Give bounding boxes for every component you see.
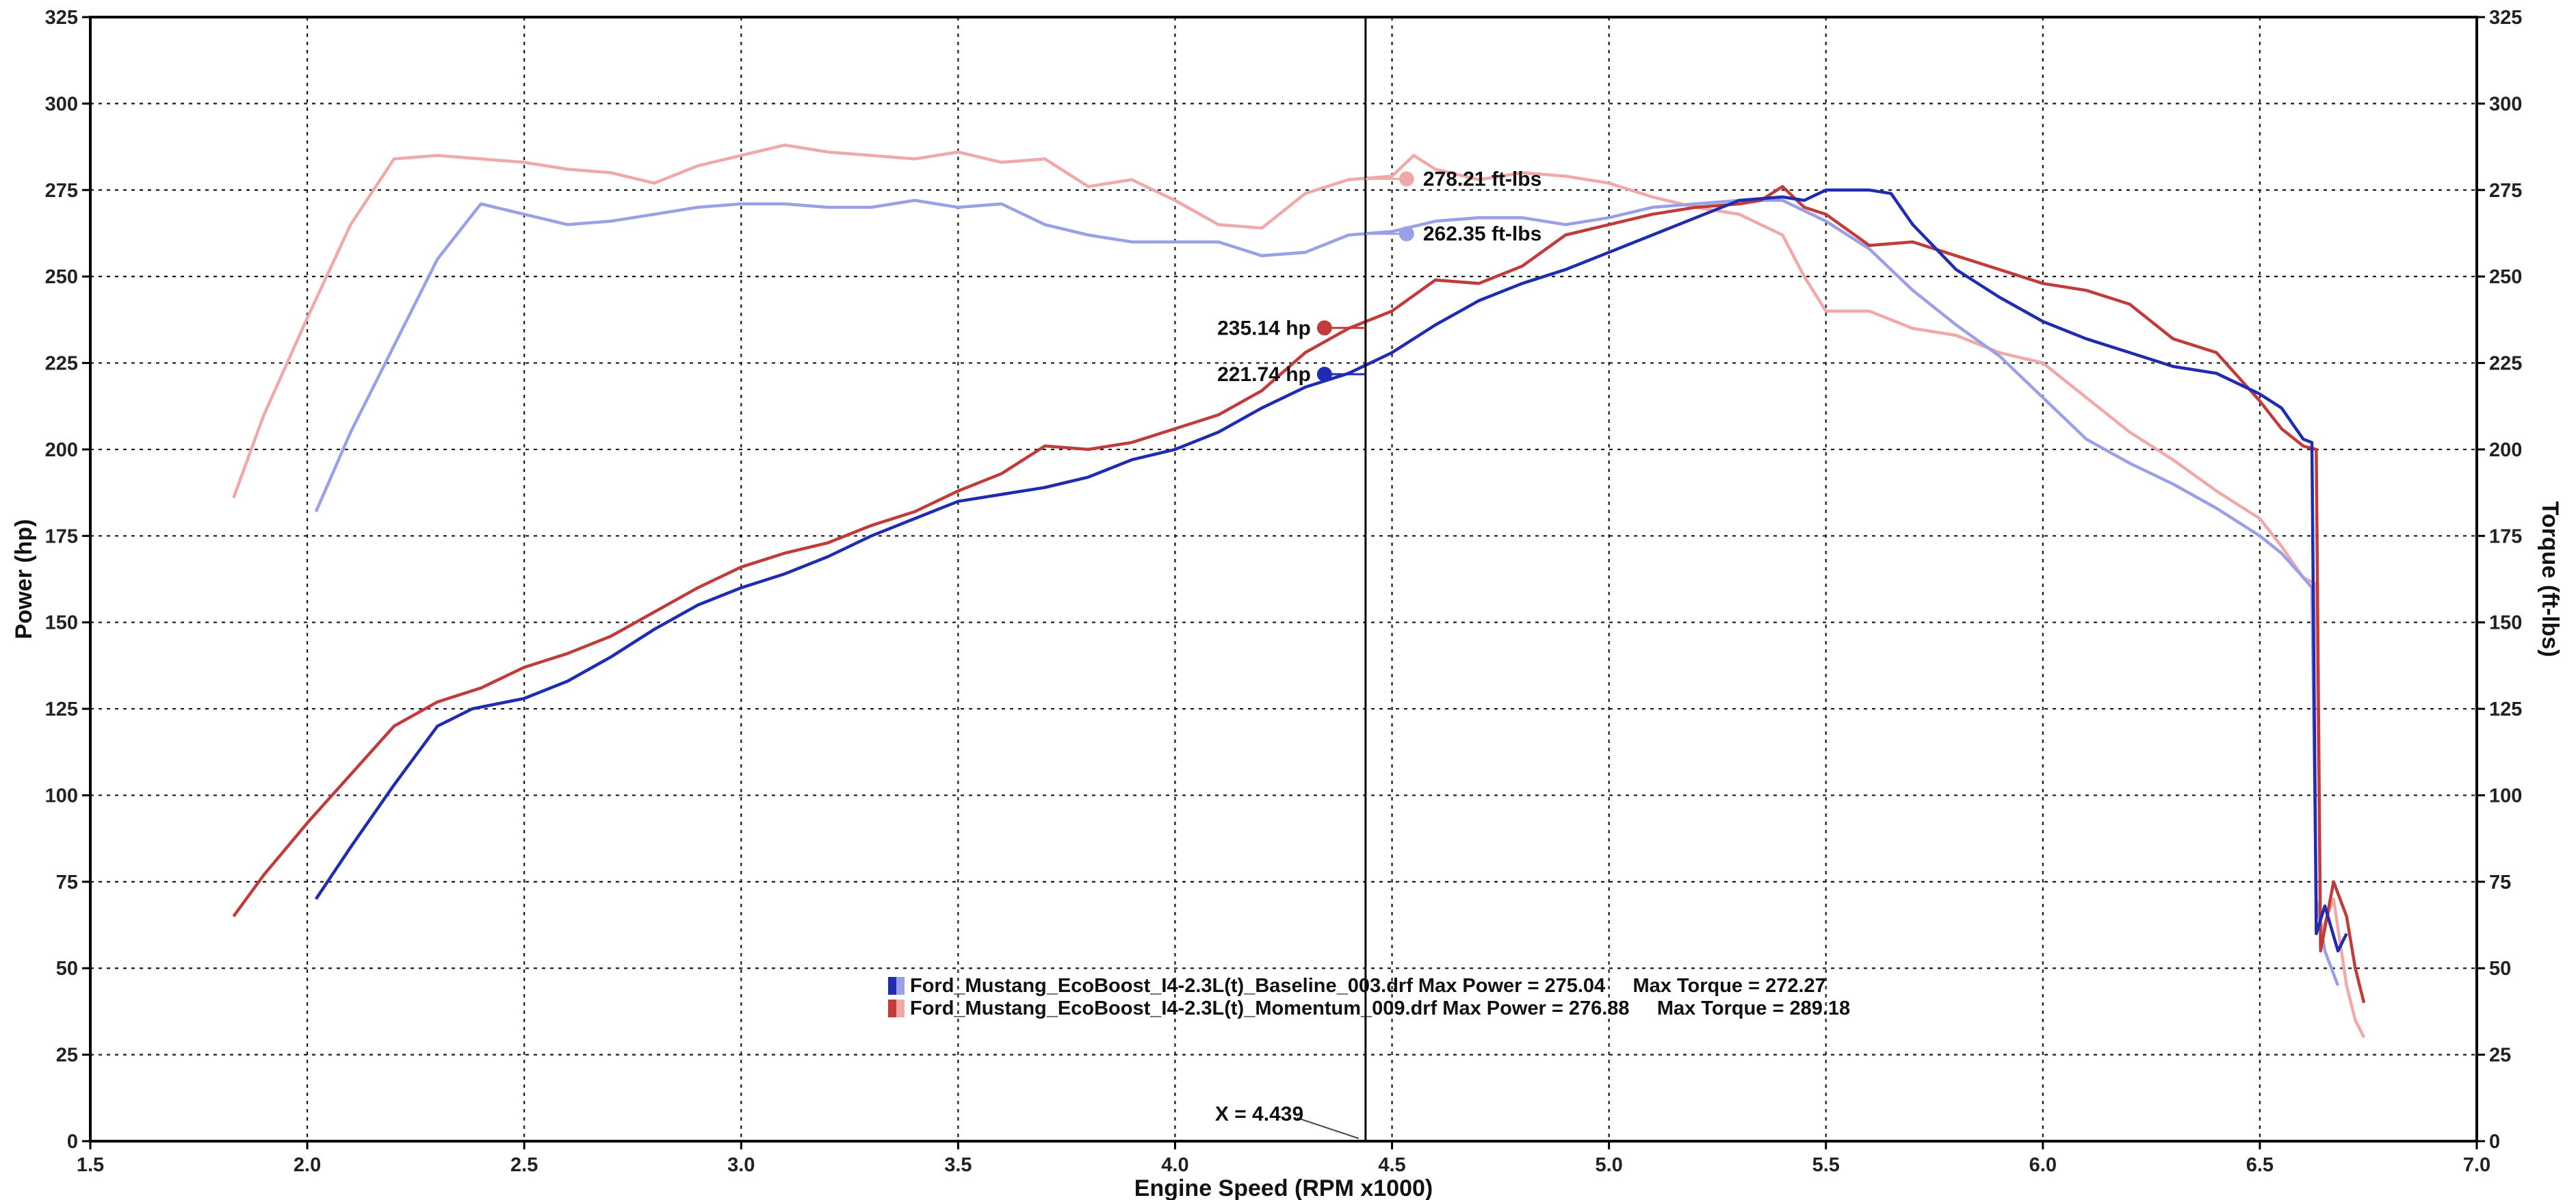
y-right-tick-label: 125 xyxy=(2489,699,2522,720)
y-left-tick-label: 275 xyxy=(45,180,78,202)
legend-entry-baseline: Ford_Mustang_EcoBoost_I4-2.3L(t)_Baselin… xyxy=(910,975,1826,997)
y-axis-left-title: Power (hp) xyxy=(11,519,37,640)
x-tick-label: 3.0 xyxy=(727,1154,755,1176)
y-right-tick-label: 275 xyxy=(2489,180,2522,202)
marker-dot-baseline_power xyxy=(1316,367,1332,382)
y-left-tick-label: 225 xyxy=(45,353,78,375)
x-tick-label: 4.0 xyxy=(1161,1154,1188,1176)
value-label-momentum_power: 235.14 hp xyxy=(1217,317,1311,339)
y-right-tick-label: 200 xyxy=(2489,439,2522,461)
x-tick-label: 2.5 xyxy=(510,1154,538,1176)
y-right-tick-label: 250 xyxy=(2489,266,2522,288)
legend-swatch-baseline-light xyxy=(896,977,905,995)
marker-dot-momentum_torque xyxy=(1398,171,1414,187)
x-tick-label: 7.0 xyxy=(2463,1154,2490,1176)
legend-swatch-baseline xyxy=(888,977,896,995)
y-left-tick-label: 100 xyxy=(45,785,78,807)
value-label-baseline_power: 221.74 hp xyxy=(1217,363,1311,386)
x-tick-label: 1.5 xyxy=(77,1154,104,1176)
y-left-tick-label: 75 xyxy=(56,872,78,894)
y-left-tick-label: 200 xyxy=(45,439,78,461)
y-left-tick-label: 25 xyxy=(56,1045,78,1067)
y-right-tick-label: 325 xyxy=(2489,7,2522,29)
x-tick-label: 6.0 xyxy=(2029,1154,2057,1176)
y-right-tick-label: 175 xyxy=(2489,525,2522,547)
series-line-momentum_power xyxy=(232,185,2366,1004)
x-tick-label: 2.0 xyxy=(294,1154,321,1176)
point-markers: 278.21 ft-lbs 262.35 ft-lbs 235.14 hp 221.7… xyxy=(1217,168,1541,1139)
value-label-momentum_torque: 278.21 ft-lbs xyxy=(1423,168,1541,191)
cursor-x-readout: X = 4.439 xyxy=(1215,1103,1303,1125)
tick-labels: 1.5 2.0 2.5 3.0 3.5 4.0 4.5 5.0 5.5 6.0 6.5 7.00 025… xyxy=(45,7,2523,1176)
y-left-tick-label: 125 xyxy=(45,699,78,720)
y-right-tick-label: 0 xyxy=(2489,1131,2500,1153)
y-right-tick-label: 50 xyxy=(2489,958,2511,980)
value-label-baseline_torque: 262.35 ft-lbs xyxy=(1423,223,1541,246)
grid-lines xyxy=(82,16,2485,1149)
y-left-tick-label: 325 xyxy=(45,7,78,29)
y-right-tick-label: 150 xyxy=(2489,612,2522,634)
y-right-tick-label: 225 xyxy=(2489,353,2522,375)
legend-swatch-momentum xyxy=(888,1000,896,1017)
y-left-tick-label: 150 xyxy=(45,612,78,634)
x-tick-label: 5.5 xyxy=(1812,1154,1840,1176)
y-axis-right-title: Torque (ft-lbs) xyxy=(2537,501,2563,657)
series-line-baseline_torque xyxy=(314,198,2340,987)
y-right-tick-label: 100 xyxy=(2489,785,2522,807)
y-left-tick-label: 0 xyxy=(67,1131,78,1153)
legend-swatch-momentum-light xyxy=(896,1000,905,1017)
series-lines xyxy=(232,143,2366,1039)
y-right-tick-label: 25 xyxy=(2489,1045,2511,1067)
plot-frame xyxy=(89,16,2478,1143)
marker-dot-momentum_power xyxy=(1316,320,1332,336)
y-left-tick-label: 50 xyxy=(56,958,78,980)
y-right-tick-label: 75 xyxy=(2489,872,2511,894)
marker-dot-baseline_torque xyxy=(1398,226,1414,242)
x-tick-label: 6.5 xyxy=(2246,1154,2274,1176)
y-left-tick-label: 175 xyxy=(45,525,78,547)
x-tick-label: 3.5 xyxy=(944,1154,972,1176)
series-line-baseline_power xyxy=(314,188,2348,953)
cursor-label-leader xyxy=(1297,1117,1359,1139)
y-left-tick-label: 250 xyxy=(45,266,78,288)
x-tick-label: 5.0 xyxy=(1595,1154,1622,1176)
legend-entry-momentum: Ford_Mustang_EcoBoost_I4-2.3L(t)_Momentu… xyxy=(910,997,1850,1019)
y-left-tick-label: 300 xyxy=(45,93,78,115)
legend: Ford_Mustang_EcoBoost_I4-2.3L(t)_Baselin… xyxy=(888,975,1850,1019)
x-tick-label: 4.5 xyxy=(1378,1154,1405,1176)
x-axis-title: Engine Speed (RPM x1000) xyxy=(1134,1175,1433,1200)
series-line-momentum_torque xyxy=(232,143,2366,1039)
y-right-tick-label: 300 xyxy=(2489,93,2522,115)
